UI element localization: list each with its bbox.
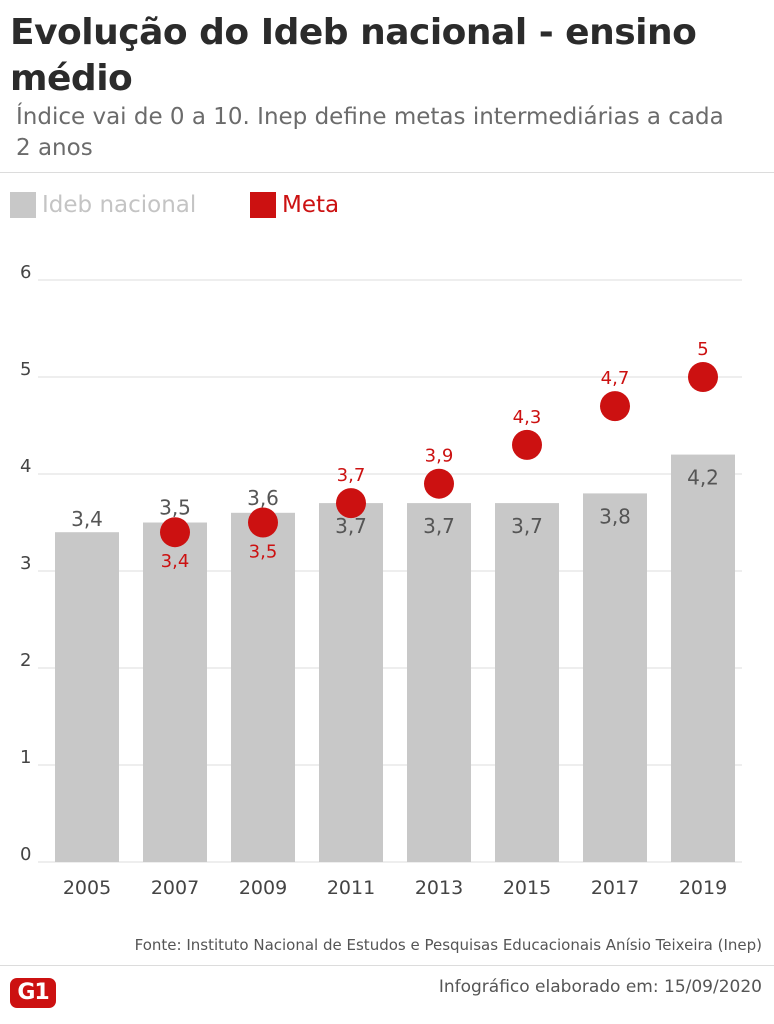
legend-label-ideb: Ideb nacional xyxy=(42,192,197,218)
ideb-bars: 3,4 3,5 3,6 3,7 3,7 3,7 3,8 4,2 xyxy=(55,454,735,862)
meta-point xyxy=(336,488,366,519)
ideb-value-label: 3,7 xyxy=(423,514,455,538)
source-note: Fonte: Instituto Nacional de Estudos e P… xyxy=(134,936,762,954)
ideb-bar xyxy=(671,454,735,862)
ideb-value-label: 3,5 xyxy=(159,496,191,520)
meta-point xyxy=(248,507,278,538)
y-tick-label: 0 xyxy=(20,844,31,865)
x-tick-label: 2013 xyxy=(415,877,463,899)
meta-value-label: 4,3 xyxy=(513,407,542,428)
meta-value-label: 4,7 xyxy=(601,368,630,389)
ideb-bar xyxy=(583,493,647,862)
ideb-bar xyxy=(495,503,559,862)
ideb-bar xyxy=(319,503,383,862)
legend-item-ideb: Ideb nacional xyxy=(10,191,196,219)
meta-value-label: 3,4 xyxy=(161,551,190,572)
ideb-bar xyxy=(407,503,471,862)
x-tick-label: 2015 xyxy=(503,877,551,899)
meta-value-label: 3,9 xyxy=(425,446,454,467)
chart-subtitle: Índice vai de 0 a 10. Inep define metas … xyxy=(16,104,724,161)
credit-note: Infográfico elaborado em: 15/09/2020 xyxy=(438,977,762,997)
y-tick-label: 1 xyxy=(20,747,31,768)
chart-title: Evolução do Ideb nacional - ensino médio xyxy=(10,12,697,99)
x-tick-label: 2009 xyxy=(239,877,287,899)
x-tick-label: 2011 xyxy=(327,877,375,899)
ideb-value-label: 3,8 xyxy=(599,504,631,528)
ideb-value-label: 3,7 xyxy=(511,514,543,538)
ideb-bar xyxy=(231,512,295,862)
y-tick-label: 5 xyxy=(20,359,31,380)
x-tick-label: 2017 xyxy=(591,877,639,899)
x-tick-label: 2005 xyxy=(63,877,111,899)
meta-point xyxy=(512,429,542,460)
x-tick-label: 2019 xyxy=(679,877,727,899)
legend-swatch-ideb xyxy=(10,192,36,218)
meta-point xyxy=(688,362,718,392)
ideb-value-label: 3,6 xyxy=(247,486,279,510)
y-tick-label: 2 xyxy=(20,650,31,671)
ideb-bar xyxy=(143,522,207,862)
y-tick-label: 6 xyxy=(20,262,31,283)
meta-point xyxy=(424,468,454,499)
bottom-divider xyxy=(0,965,774,966)
x-axis: 2005 2007 2009 2011 2013 2015 2017 2019 xyxy=(63,877,727,899)
top-divider xyxy=(0,172,774,173)
ideb-bar xyxy=(55,532,119,862)
g1-logo: G1 xyxy=(10,978,56,1008)
meta-value-label: 3,7 xyxy=(337,465,366,486)
y-tick-label: 3 xyxy=(20,553,31,574)
ideb-value-label: 3,4 xyxy=(71,507,103,531)
legend-swatch-meta xyxy=(250,192,276,218)
x-tick-label: 2007 xyxy=(151,877,199,899)
legend-label-meta: Meta xyxy=(282,192,340,218)
legend-item-meta: Meta xyxy=(250,191,339,219)
y-tick-label: 4 xyxy=(20,456,31,477)
y-axis: 0 1 2 3 4 5 6 xyxy=(20,262,31,865)
meta-value-label: 3,5 xyxy=(249,542,278,563)
meta-point xyxy=(160,517,190,548)
ideb-value-label: 4,2 xyxy=(687,466,719,490)
meta-point xyxy=(600,391,630,422)
meta-value-label: 5 xyxy=(697,339,708,360)
meta-points: 3,4 3,5 3,7 3,9 4,3 4,7 5 xyxy=(160,339,718,572)
